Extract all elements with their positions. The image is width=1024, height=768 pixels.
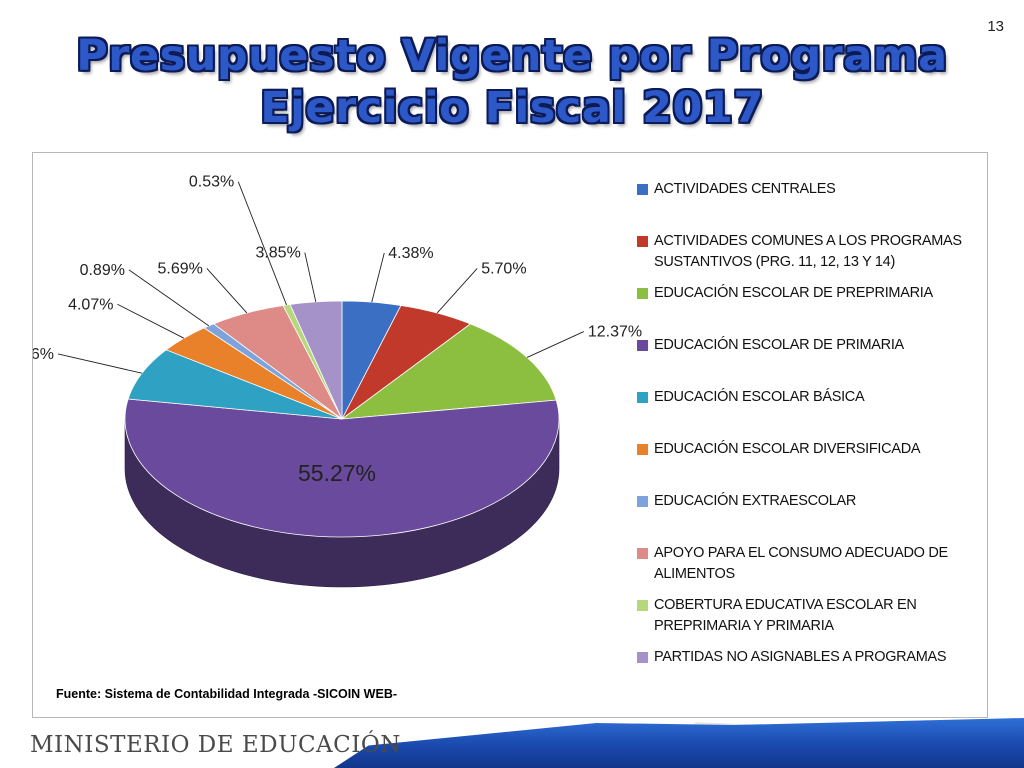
legend-label: EDUCACIÓN ESCOLAR BÁSICA <box>654 389 865 405</box>
legend-swatch <box>637 600 648 611</box>
pie-leader-line <box>371 252 385 303</box>
legend-item: EDUCACIÓN ESCOLAR BÁSICA <box>637 387 977 408</box>
legend-item: EDUCACIÓN ESCOLAR DIVERSIFICADA <box>637 439 977 460</box>
pie-data-label: 12.37% <box>588 324 642 341</box>
pie-slice <box>289 300 343 420</box>
legend-item: COBERTURA EDUCATIVA ESCOLAR EN PREPRIMAR… <box>637 595 977 637</box>
legend-label: EDUCACIÓN EXTRAESCOLAR <box>654 493 857 509</box>
legend-swatch <box>637 184 648 195</box>
pie-data-label: 0.53% <box>189 174 234 191</box>
pie-leader-line <box>304 252 317 302</box>
slide-title: Presupuesto Vigente por Programa Ejercic… <box>0 30 1024 134</box>
legend-swatch <box>637 236 648 247</box>
legend-item: APOYO PARA EL CONSUMO ADECUADO DE ALIMEN… <box>637 543 977 585</box>
pie-data-label: 4.38% <box>388 245 433 262</box>
slide-title-line-1: Presupuesto Vigente por Programa <box>76 31 948 81</box>
legend-item: ACTIVIDADES CENTRALES <box>637 179 977 200</box>
pie-leader-line <box>128 269 210 327</box>
legend-label: EDUCACIÓN ESCOLAR DE PREPRIMARIA <box>654 285 933 301</box>
legend-item: EDUCACIÓN EXTRAESCOLAR <box>637 491 977 512</box>
pie-leader-line <box>117 303 185 339</box>
chart-frame: 4.38% 5.70% 12.37% 55.27% 7.26% 4.07% 0.89% 5.6… <box>32 152 988 718</box>
pie-leader-line <box>206 268 248 314</box>
pie-top-group <box>124 300 560 538</box>
pie-slice <box>127 349 343 420</box>
pie-data-label: 5.70% <box>481 260 526 277</box>
pie-chart: 4.38% 5.70% 12.37% 55.27% 7.26% 4.07% 0.89% 5.6… <box>33 174 642 588</box>
slide-title-line-2: Ejercicio Fiscal 2017 <box>260 83 764 133</box>
legend-swatch <box>637 444 648 455</box>
pie-data-label: 5.69% <box>158 260 203 277</box>
legend-label: ACTIVIDADES COMUNES A LOS PROGRAMAS SUST… <box>654 233 962 270</box>
pie-data-label: 55.27% <box>298 460 376 486</box>
legend-swatch <box>637 652 648 663</box>
pie-label-group: 4.38% 5.70% 12.37% 55.27% 7.26% 4.07% 0.89% 5.6… <box>33 174 642 486</box>
ministry-logo-text: MINISTERIO DE EDUCACIÓN <box>30 732 401 758</box>
legend-label: EDUCACIÓN ESCOLAR DE PRIMARIA <box>654 337 904 353</box>
pie-leader-line <box>57 353 143 374</box>
pie-data-label: 0.89% <box>80 262 125 279</box>
source-note: Fuente: Sistema de Contabilidad Integrad… <box>56 687 398 701</box>
legend-label: APOYO PARA EL CONSUMO ADECUADO DE ALIMEN… <box>654 545 948 582</box>
pie-leader-line <box>526 331 585 358</box>
pie-data-label: 3.85% <box>255 245 300 262</box>
legend-swatch <box>637 340 648 351</box>
legend-swatch <box>637 392 648 403</box>
pie-leader-line <box>237 181 287 306</box>
footer-decoration-band <box>334 718 1024 768</box>
pie-data-label: 7.26% <box>33 346 54 363</box>
legend-label: COBERTURA EDUCATIVA ESCOLAR EN PREPRIMAR… <box>654 597 917 634</box>
pie-data-label: 4.07% <box>68 296 113 313</box>
legend-label: PARTIDAS NO ASIGNABLES A PROGRAMAS <box>654 649 947 665</box>
legend-item: PARTIDAS NO ASIGNABLES A PROGRAMAS <box>637 647 977 668</box>
pie-leader-line <box>436 268 478 314</box>
pie-slice <box>124 398 560 538</box>
legend-swatch <box>637 548 648 559</box>
legend-item: EDUCACIÓN ESCOLAR DE PRIMARIA <box>637 335 977 356</box>
legend-label: ACTIVIDADES CENTRALES <box>654 181 836 197</box>
legend-swatch <box>637 496 648 507</box>
legend-item: EDUCACIÓN ESCOLAR DE PREPRIMARIA <box>637 283 977 304</box>
legend-item: ACTIVIDADES COMUNES A LOS PROGRAMAS SUST… <box>637 231 977 273</box>
legend-swatch <box>637 288 648 299</box>
page-number: 13 <box>987 18 1004 35</box>
legend-label: EDUCACIÓN ESCOLAR DIVERSIFICADA <box>654 441 921 457</box>
